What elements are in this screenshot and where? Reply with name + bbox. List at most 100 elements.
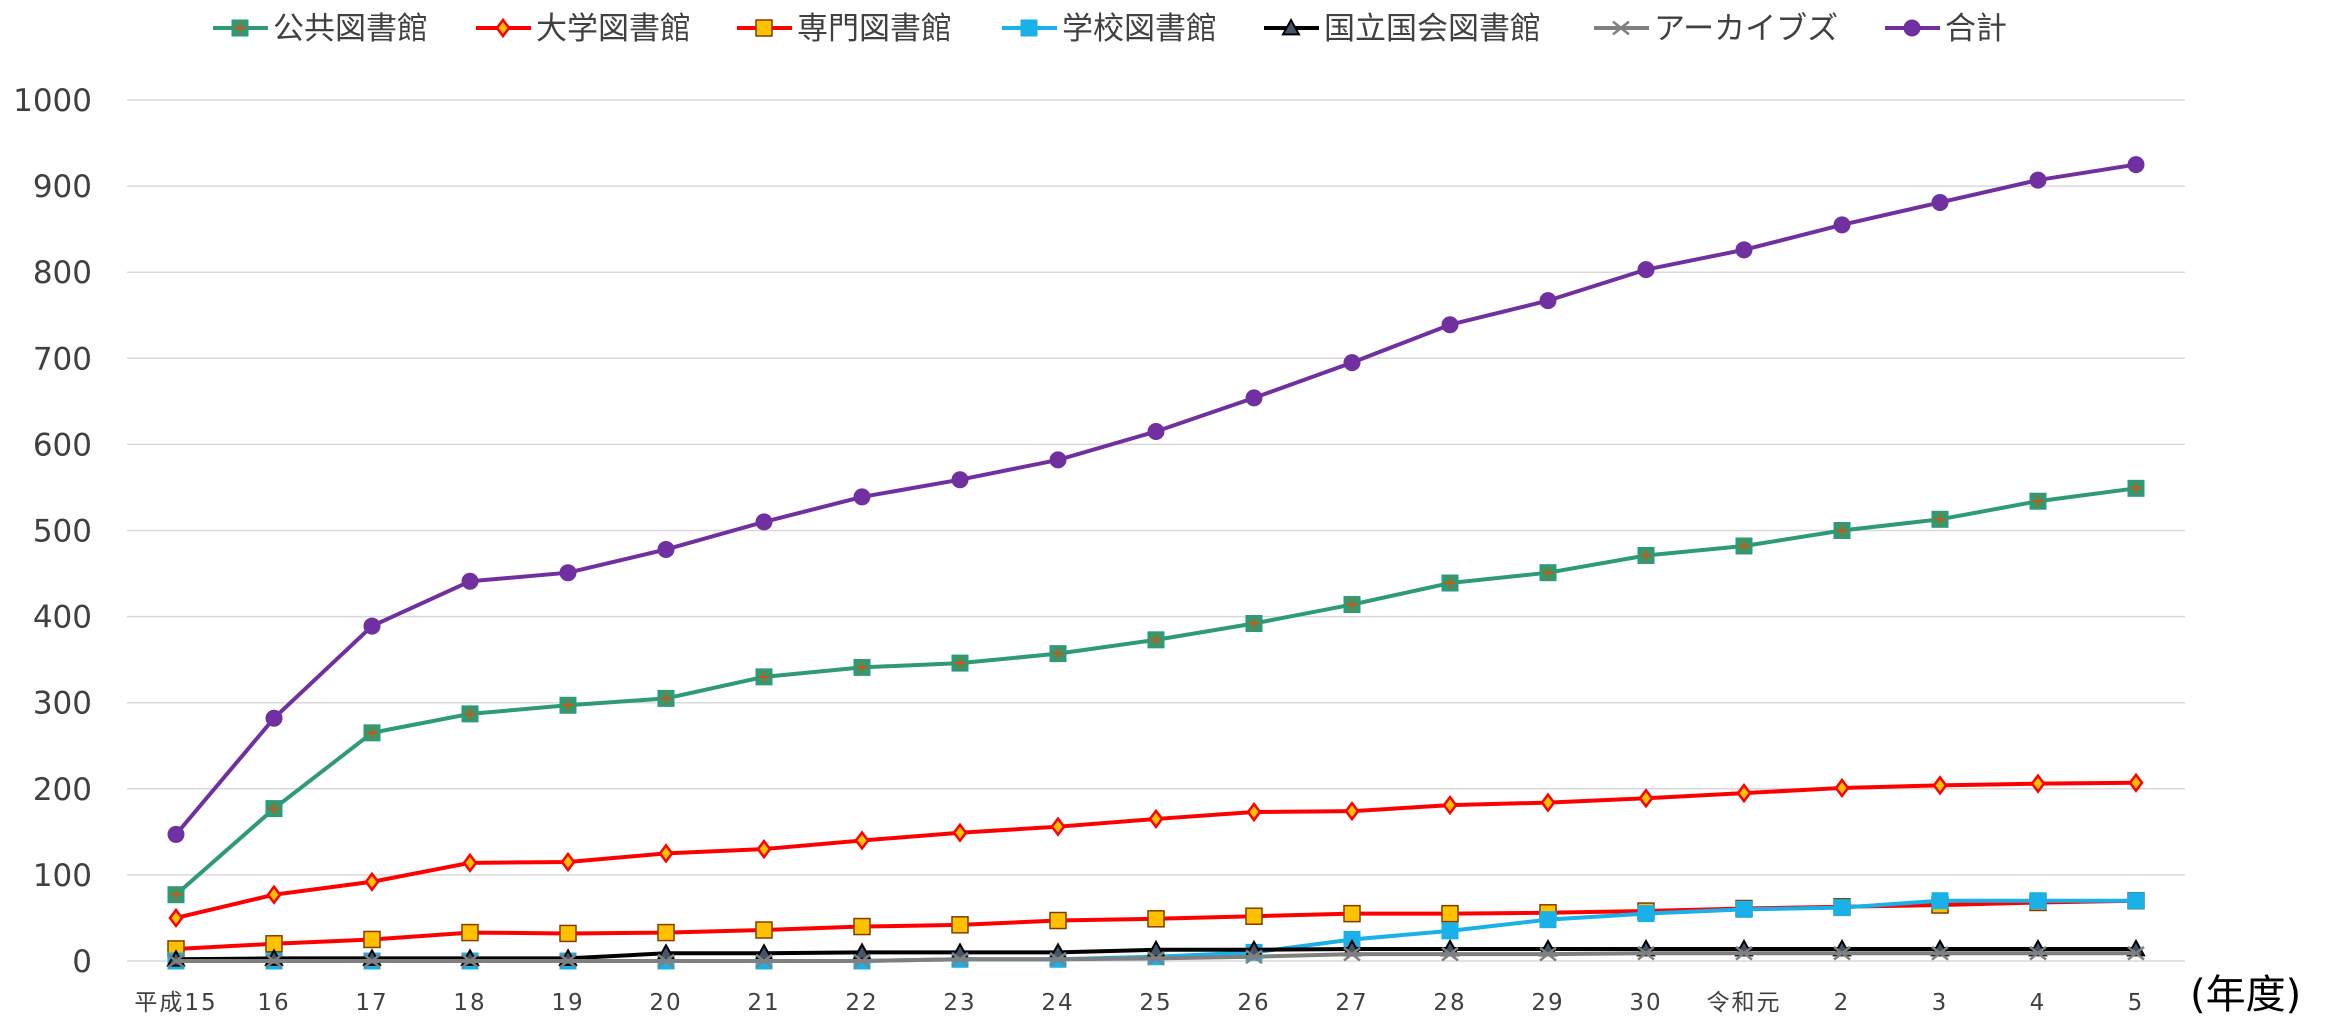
x-tick-label: 24 — [1041, 990, 1074, 1016]
series-group — [166, 156, 2146, 970]
data-point-marker — [1050, 816, 1066, 837]
data-point-marker — [1343, 596, 1361, 614]
x-tick-label: 30 — [1629, 990, 1662, 1016]
x-tick-label: 19 — [551, 990, 584, 1016]
data-point-marker — [363, 953, 381, 969]
x-tick-label: 28 — [1433, 990, 1466, 1016]
y-tick-label: 1000 — [13, 83, 92, 119]
data-point-marker — [167, 953, 185, 969]
data-point-marker — [2127, 479, 2145, 497]
legend-label: アーカイブズ — [1654, 11, 1838, 47]
y-tick-label: 500 — [33, 514, 92, 550]
legend-item: 学校図書館 — [1002, 11, 1217, 47]
data-point-marker — [1049, 951, 1067, 967]
y-tick-label: 400 — [33, 600, 92, 636]
data-point-marker — [1833, 945, 1851, 961]
data-point-marker — [1049, 911, 1067, 930]
data-point-marker — [1441, 904, 1459, 923]
data-point-marker — [461, 953, 479, 969]
data-point-marker — [1637, 945, 1655, 961]
data-point-marker — [853, 658, 871, 676]
data-point-marker — [461, 705, 479, 723]
data-point-marker — [363, 617, 381, 635]
y-tick-label: 300 — [33, 686, 92, 722]
data-point-marker — [1148, 808, 1164, 830]
data-point-marker — [363, 930, 381, 949]
data-point-marker — [1834, 777, 1850, 799]
data-point-marker — [560, 851, 576, 873]
data-point-marker — [2029, 945, 2047, 961]
x-tick-label: 27 — [1335, 990, 1368, 1016]
data-point-marker — [1441, 574, 1459, 592]
data-point-marker — [1343, 946, 1361, 962]
x-tick-label: 22 — [845, 990, 878, 1016]
data-point-marker — [1833, 216, 1851, 234]
legend-label: 専門図書館 — [797, 11, 952, 47]
data-point-marker — [755, 953, 773, 969]
y-tick-label: 600 — [33, 427, 92, 463]
data-point-marker — [1931, 510, 1949, 528]
data-point-marker — [265, 709, 283, 727]
data-point-marker — [1442, 795, 1458, 816]
data-point-marker — [1441, 946, 1459, 962]
legend-label: 学校図書館 — [1062, 11, 1217, 47]
legend-item: 合計 — [1885, 11, 2007, 47]
data-point-marker — [265, 800, 283, 818]
data-point-marker — [1638, 788, 1654, 809]
data-point-marker — [559, 924, 577, 943]
data-point-marker — [1540, 792, 1556, 813]
legend-item: 公共図書館 — [213, 11, 428, 47]
data-point-marker — [1441, 316, 1459, 334]
data-point-marker — [1245, 614, 1263, 632]
data-point-marker — [1931, 892, 1949, 910]
x-tick-label: 17 — [355, 990, 388, 1016]
data-point-marker — [755, 513, 773, 531]
data-point-marker — [657, 923, 675, 942]
data-point-marker — [2128, 772, 2144, 793]
y-tick-label: 700 — [33, 341, 92, 377]
y-tick-label: 200 — [33, 772, 92, 808]
data-point-marker — [1147, 422, 1165, 440]
data-point-marker — [1539, 564, 1557, 582]
legend-label: 国立国会図書館 — [1324, 11, 1541, 47]
data-point-marker — [1245, 389, 1263, 407]
y-tick-label: 900 — [33, 169, 92, 205]
data-point-marker — [1637, 546, 1655, 564]
data-point-marker — [1736, 783, 1752, 804]
series-アーカイブズ — [167, 945, 2145, 969]
data-point-marker — [559, 696, 577, 714]
data-point-marker — [2029, 171, 2047, 189]
y-axis-ticks: 0 100 200 300 400 500 600 700 800 900 1000 — [13, 83, 92, 980]
data-point-marker — [1147, 951, 1165, 966]
data-point-marker — [1735, 241, 1753, 259]
data-point-marker — [231, 19, 249, 37]
legend-label: 合計 — [1945, 11, 2007, 47]
y-tick-label: 0 — [72, 944, 92, 980]
series-大学図書館 — [168, 772, 2144, 929]
data-point-marker — [951, 916, 969, 934]
y-tick-label: 800 — [33, 255, 92, 291]
data-point-marker — [1612, 20, 1630, 36]
data-point-marker — [1833, 899, 1851, 917]
data-point-marker — [853, 917, 871, 936]
x-tick-label: 平成15 — [134, 990, 217, 1016]
data-point-marker — [1343, 354, 1361, 372]
data-point-marker — [1903, 19, 1921, 37]
x-tick-label: 29 — [1531, 990, 1564, 1016]
data-point-marker — [265, 953, 283, 969]
legend-item: 国立国会図書館 — [1264, 11, 1541, 47]
series-公共図書館 — [167, 479, 2145, 904]
data-point-marker — [756, 838, 772, 860]
series-line — [174, 486, 2137, 897]
data-point-marker — [363, 724, 381, 742]
data-point-marker — [1735, 945, 1753, 961]
series-合計 — [167, 156, 2145, 843]
data-point-marker — [559, 564, 577, 582]
data-point-marker — [1637, 905, 1655, 923]
data-point-marker — [951, 471, 969, 489]
data-point-marker — [462, 852, 478, 873]
x-tick-label: 2 — [1834, 990, 1851, 1016]
data-point-marker — [852, 942, 872, 960]
data-point-marker — [854, 830, 870, 851]
data-point-marker — [1931, 193, 1949, 211]
